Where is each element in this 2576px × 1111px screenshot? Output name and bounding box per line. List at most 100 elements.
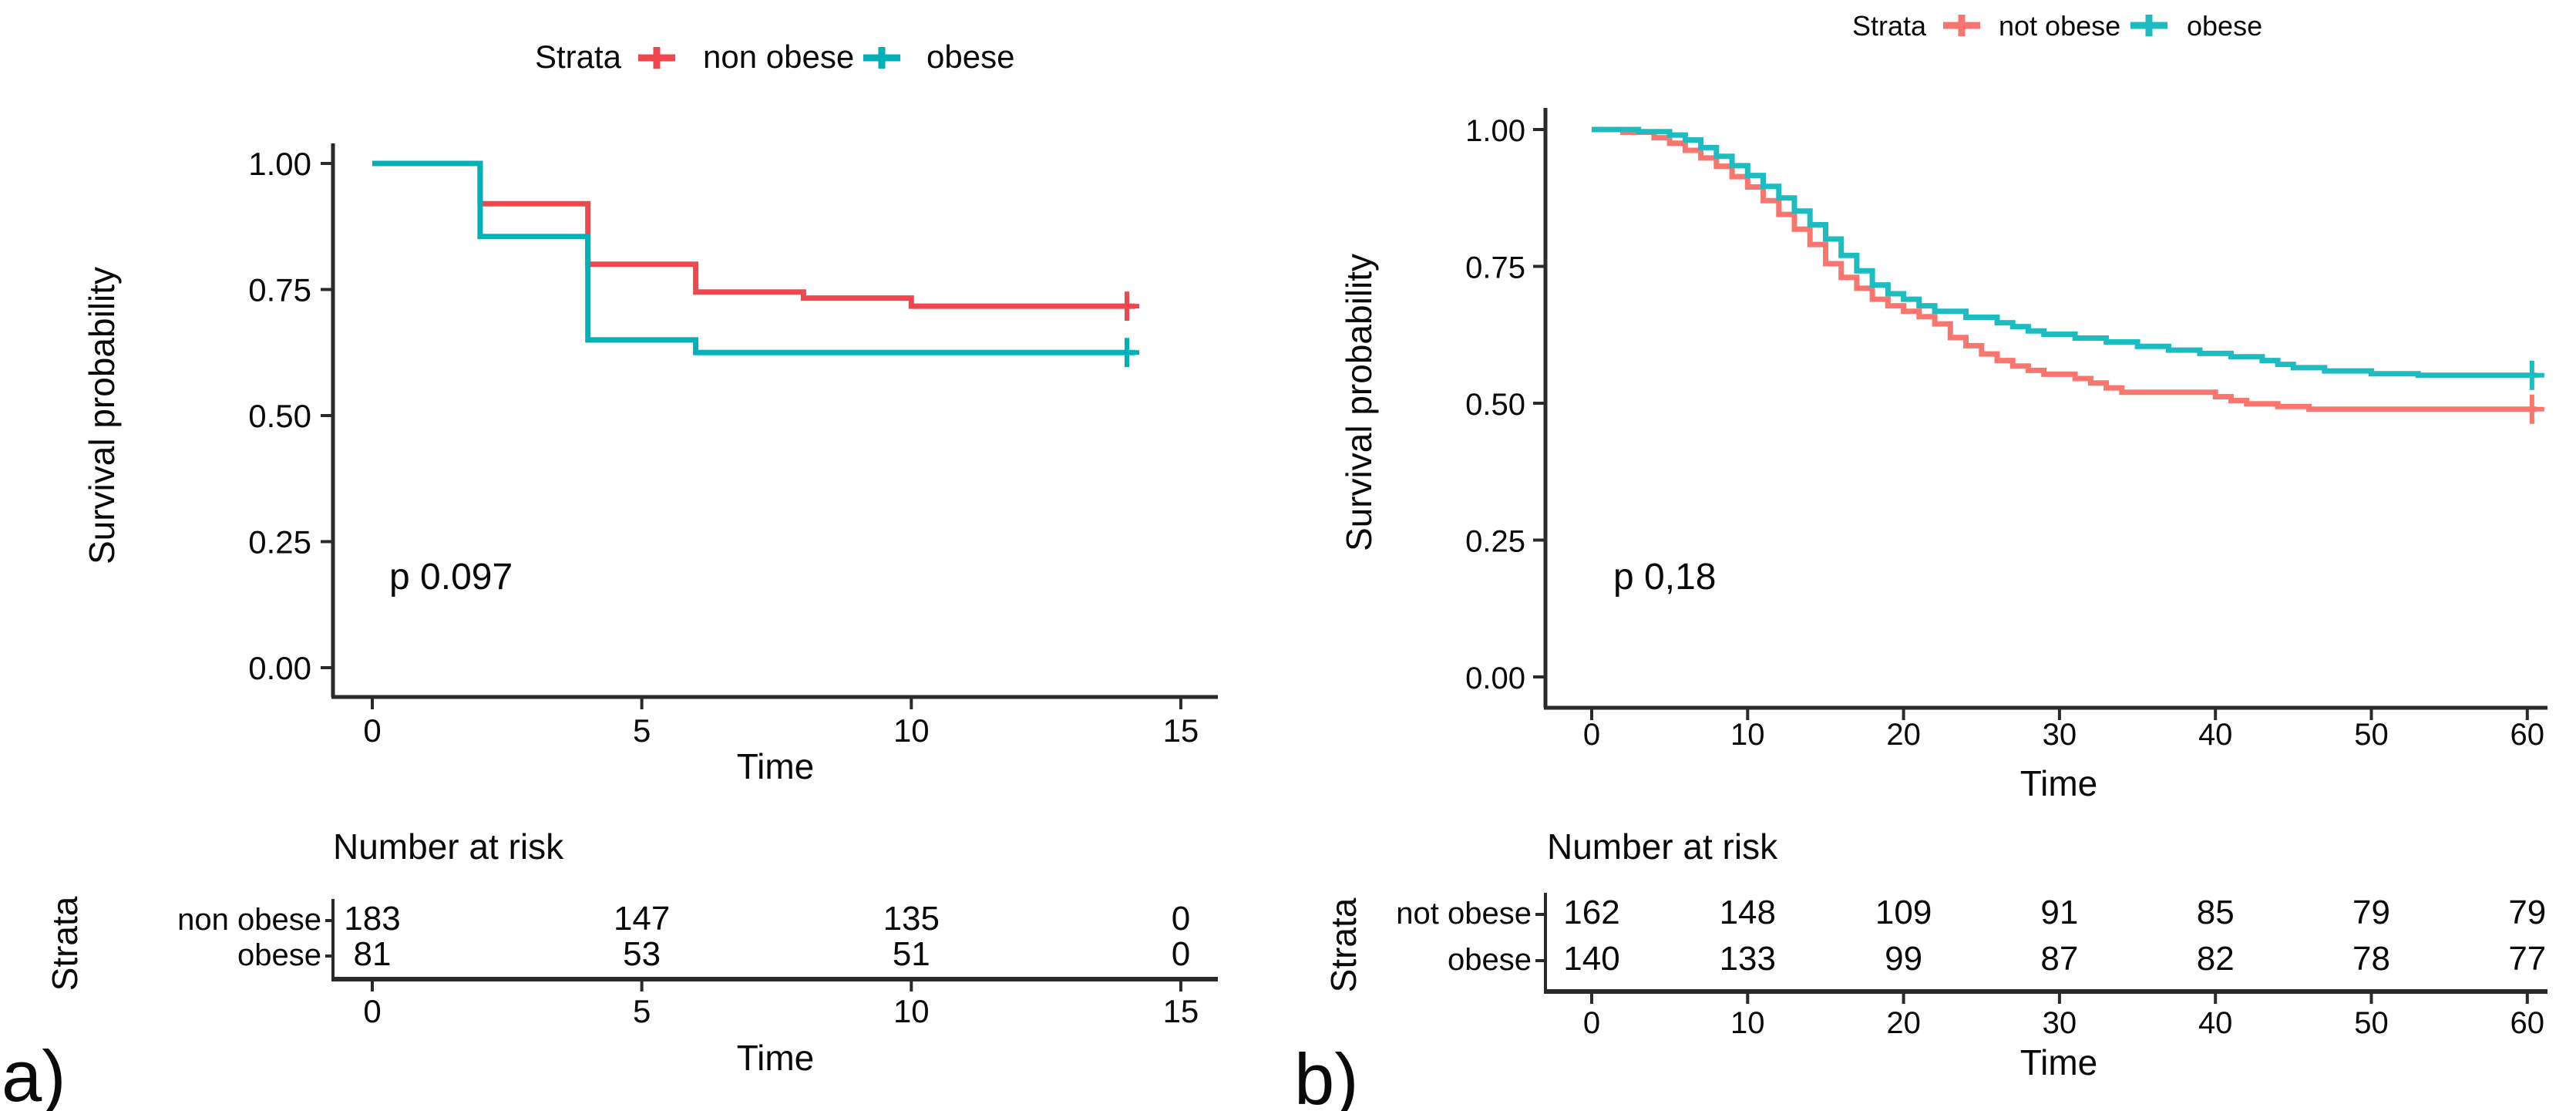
risk-count-value: 78 <box>2352 940 2390 978</box>
legend-key-plus-icon <box>1943 15 1980 36</box>
km-step-path <box>1592 126 2537 379</box>
risk-count-value: 87 <box>2040 940 2078 978</box>
x-tick-label: 5 <box>633 712 651 749</box>
x-tick-label: 60 <box>2510 718 2545 752</box>
x-tick-label: 20 <box>1886 718 1921 752</box>
risk-row-label: obese <box>1448 943 1532 977</box>
risk-x-tick-label: 10 <box>1730 1006 1765 1040</box>
survival-curve-not-obese <box>1592 126 2544 424</box>
risk-count-value: 91 <box>2040 894 2078 931</box>
km-plot-panel-b: Strata not obese obese 0.00 0.25 0.50 0.75 1.00… <box>1294 10 2547 1111</box>
risk-row-label: obese <box>237 938 321 972</box>
risk-x-tick-label: 30 <box>2043 1006 2077 1040</box>
risk-count-value: 133 <box>1720 940 1776 978</box>
panel-letter: b) <box>1294 1039 1359 1111</box>
x-tick-label: 30 <box>2043 718 2077 752</box>
risk-row-label: non obese <box>177 903 321 937</box>
p-value-label: p 0,18 <box>1613 557 1716 598</box>
risk-count-value: 51 <box>893 935 930 973</box>
risk-count-value: 109 <box>1875 894 1932 931</box>
risk-count-value: 77 <box>2508 940 2546 978</box>
survival-curve-obese <box>372 160 1140 368</box>
legend-item-label: obese <box>2187 10 2262 42</box>
y-tick-label: 0.00 <box>1465 662 1525 695</box>
y-axis-title: Survival probability <box>1339 254 1379 551</box>
y-tick-label: 0.50 <box>1465 388 1525 422</box>
risk-count-value: 162 <box>1563 894 1619 931</box>
risk-count-value: 147 <box>614 900 670 938</box>
survival-curve-non-obese <box>372 160 1140 322</box>
y-tick-label: 0.75 <box>1465 251 1525 285</box>
y-tick-label: 0.25 <box>1465 525 1525 559</box>
risk-x-tick-label: 0 <box>363 993 381 1029</box>
risk-count-value: 85 <box>2197 894 2235 931</box>
y-tick-label: 0.00 <box>248 650 311 686</box>
km-panel-b: Strata not obese obese 0.00 0.25 0.50 0.75 1.00… <box>1294 10 2547 1111</box>
x-tick-label: 50 <box>2354 718 2389 752</box>
risk-count-value: 81 <box>354 935 392 973</box>
legend-key-plus-icon <box>638 47 675 69</box>
risk-count-value: 140 <box>1563 940 1619 978</box>
y-tick-label: 0.50 <box>248 398 311 434</box>
risk-x-tick-label: 40 <box>2198 1006 2233 1040</box>
legend: Strata not obese obese <box>1852 10 2262 42</box>
x-tick-label: 40 <box>2198 718 2233 752</box>
km-plot-panel-a: Strata non obese obese0.000.250.500.751.00… <box>2 39 1218 1111</box>
risk-count-value: 183 <box>344 900 400 938</box>
risk-x-tick-label: 50 <box>2354 1006 2389 1040</box>
risk-count-value: 135 <box>883 900 940 938</box>
risk-x-tick-label: 10 <box>893 993 930 1029</box>
legend-key-plus-icon <box>2130 15 2167 36</box>
risk-table-strata-axis-label: Strata <box>1323 897 1364 992</box>
axes: 0.00 0.25 0.50 0.75 1.00 0 10 20 30 40 50 60 Time Sur… <box>1339 108 2547 803</box>
risk-x-tick-label: 5 <box>633 993 651 1029</box>
axes: 0.00 0.25 0.50 0.75 1.00 0 5 10 15 Time Survival p… <box>82 143 1218 786</box>
legend-key-plus-icon <box>863 47 900 69</box>
y-axis-title: Survival probability <box>82 267 122 564</box>
risk-count-value: 99 <box>1885 940 1922 978</box>
y-tick-label: 0.25 <box>248 524 311 561</box>
risk-count-value: 79 <box>2352 894 2390 931</box>
x-tick-label: 10 <box>1730 718 1765 752</box>
censor-mark-plus-icon <box>2519 360 2544 390</box>
risk-table-title: Number at risk <box>1547 827 1778 867</box>
risk-table-title: Number at risk <box>333 827 564 867</box>
panel-letter: a) <box>2 1035 66 1111</box>
censor-mark-plus-icon <box>1115 291 1140 322</box>
risk-table: Number at risk Strata non obese 183 147 135 0 o… <box>45 827 1218 1078</box>
risk-count-value: 79 <box>2508 894 2546 931</box>
legend-title: Strata <box>535 39 622 75</box>
risk-count-value: 53 <box>623 935 661 973</box>
x-tick-label: 0 <box>363 712 381 749</box>
legend: Strata non obese obese <box>535 39 1015 75</box>
risk-x-tick-label: 60 <box>2510 1006 2545 1040</box>
x-tick-label: 0 <box>1583 718 1600 752</box>
p-value-label: p 0.097 <box>389 557 513 598</box>
y-tick-label: 1.00 <box>1465 114 1525 148</box>
km-step-path <box>1592 126 2537 412</box>
legend-title: Strata <box>1852 10 1927 42</box>
y-tick-label: 0.75 <box>248 272 311 308</box>
risk-row-label: not obese <box>1396 897 1532 931</box>
km-panel-a: Strata non obese obese0.000.250.500.751.00… <box>2 39 1218 1111</box>
risk-time-axis-title: Time <box>737 1038 815 1078</box>
x-tick-label: 10 <box>893 712 930 749</box>
x-axis-title: Time <box>737 746 815 786</box>
risk-x-tick-label: 0 <box>1583 1006 1600 1040</box>
risk-x-tick-label: 20 <box>1886 1006 1921 1040</box>
x-tick-label: 15 <box>1163 712 1199 749</box>
risk-x-tick-label: 15 <box>1163 993 1199 1029</box>
legend-item-label: not obese <box>1999 10 2120 42</box>
risk-table-strata-axis-label: Strata <box>45 896 85 991</box>
survival-curve-obese <box>1592 126 2544 390</box>
risk-time-axis-title: Time <box>2020 1042 2098 1082</box>
risk-count-value: 0 <box>1172 935 1190 973</box>
risk-count-value: 82 <box>2197 940 2235 978</box>
km-step-path <box>372 160 1135 355</box>
risk-count-value: 0 <box>1172 900 1190 938</box>
legend-item-label: non obese <box>703 39 854 75</box>
y-tick-label: 1.00 <box>248 146 311 182</box>
censor-mark-plus-icon <box>1115 338 1140 368</box>
